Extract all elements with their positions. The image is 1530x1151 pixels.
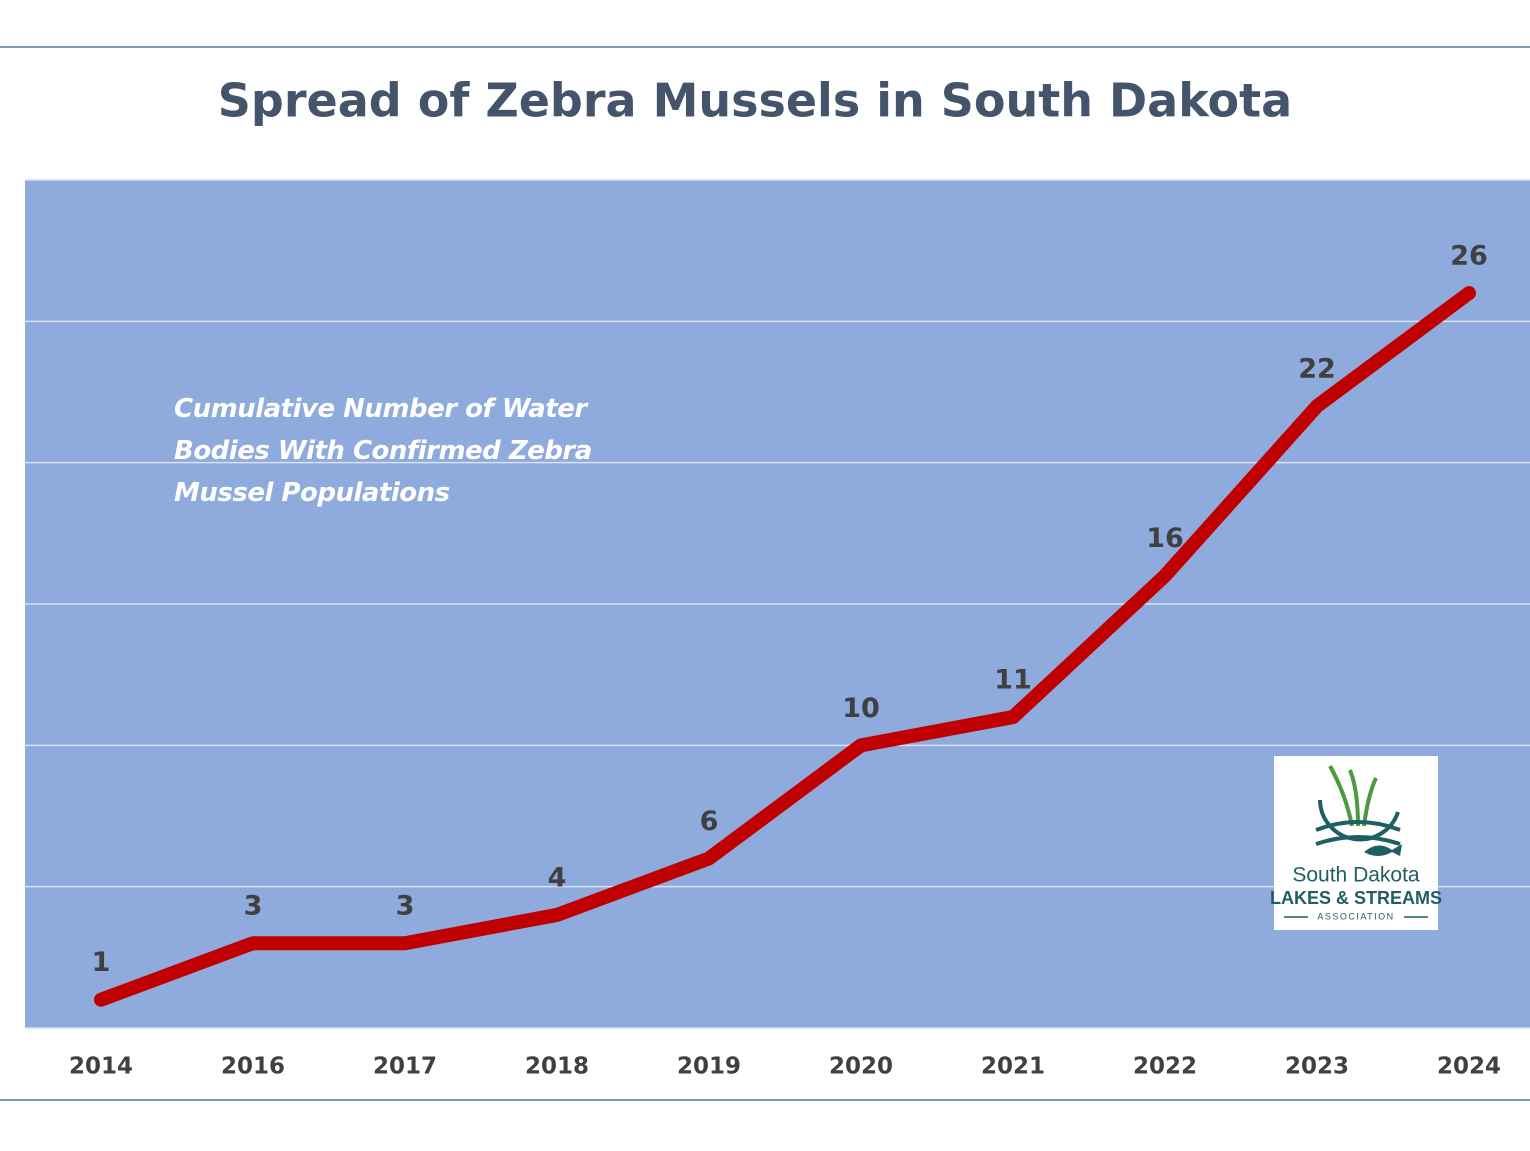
- logo-text: ASSOCIATION: [1317, 911, 1394, 921]
- x-tick-label: 2022: [1133, 1054, 1197, 1080]
- x-tick-label: 2023: [1285, 1054, 1349, 1080]
- data-label: 10: [842, 693, 880, 724]
- x-tick-label: 2018: [525, 1054, 589, 1080]
- data-label: 6: [700, 806, 719, 837]
- data-label: 11: [994, 665, 1032, 696]
- grid: [25, 179, 1530, 1029]
- data-line: [94, 286, 1476, 1007]
- logo-fish: [1364, 844, 1402, 856]
- data-label: 1: [92, 947, 111, 978]
- logo-text: South Dakota: [1292, 864, 1420, 887]
- logo-waves: [1315, 820, 1401, 846]
- x-tick-label: 2016: [221, 1054, 285, 1080]
- x-tick-label: 2019: [677, 1054, 741, 1080]
- logo-text: LAKES & STREAMS: [1270, 888, 1442, 908]
- data-label: 26: [1450, 241, 1488, 272]
- marks: 1 3 3 4 6 10 11 16 22 26 2014 2016 2017 2018 2019 2020 2…: [69, 241, 1501, 1080]
- data-label: 3: [244, 891, 263, 922]
- annotation: Cumulative Number of Water Bodies With C…: [174, 394, 592, 508]
- data-label: 16: [1146, 523, 1184, 554]
- data-label: 22: [1298, 354, 1336, 385]
- x-tick-label: 2021: [981, 1054, 1045, 1080]
- x-tick-label: 2017: [373, 1054, 437, 1080]
- x-tick-label: 2024: [1437, 1054, 1501, 1080]
- logo: South Dakota LAKES & STREAMS ASSOCIATION: [1270, 756, 1442, 930]
- data-label: 3: [396, 891, 415, 922]
- x-tick-label: 2014: [69, 1054, 133, 1080]
- data-label: 4: [548, 862, 567, 893]
- chart-title: Spread of Zebra Mussels in South Dakota: [218, 74, 1292, 128]
- x-tick-label: 2020: [829, 1054, 893, 1080]
